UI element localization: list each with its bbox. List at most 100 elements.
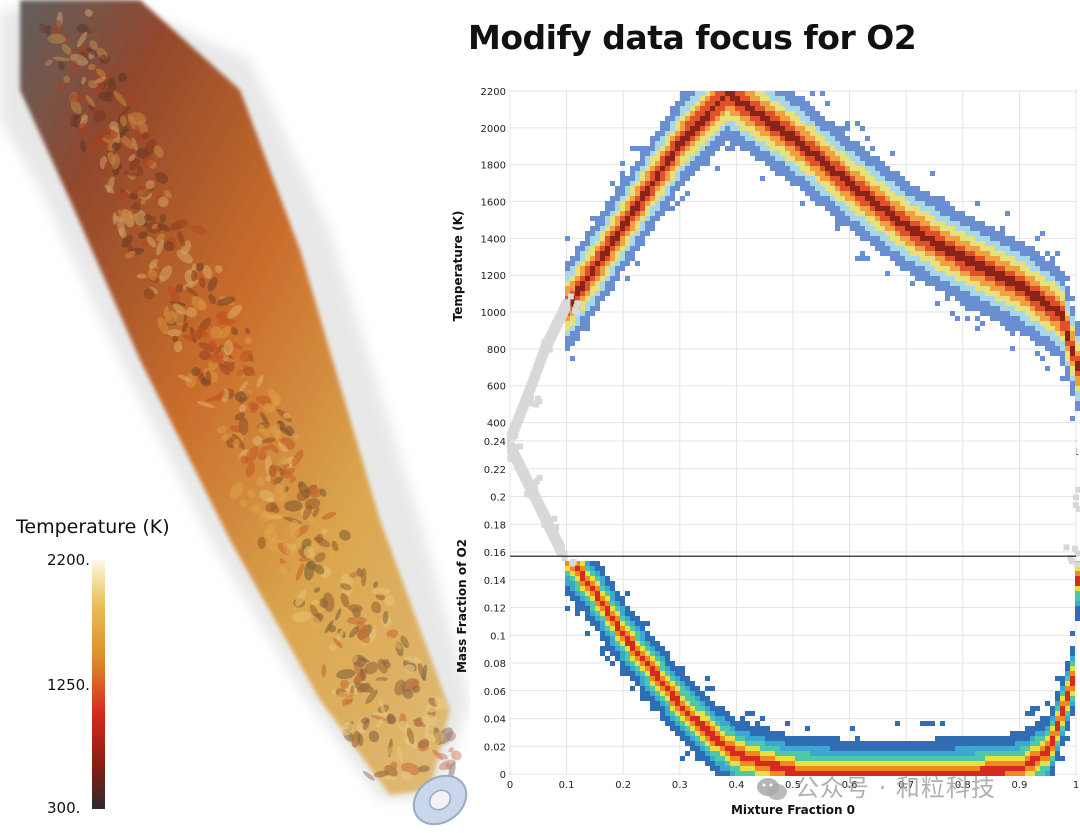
density-cell bbox=[745, 761, 750, 766]
density-cell bbox=[1040, 266, 1045, 271]
density-cell bbox=[960, 221, 965, 226]
density-cell bbox=[645, 161, 650, 166]
flame-texture-blob bbox=[199, 350, 211, 361]
density-cell bbox=[715, 106, 720, 111]
flame-texture-blob bbox=[229, 341, 244, 350]
density-cell bbox=[690, 91, 695, 96]
density-cell bbox=[610, 206, 615, 211]
density-cell bbox=[950, 761, 955, 766]
density-cell bbox=[680, 691, 685, 696]
density-cell bbox=[1055, 341, 1060, 346]
density-cell bbox=[1020, 281, 1025, 286]
density-cell bbox=[700, 111, 705, 116]
density-cell bbox=[900, 236, 905, 241]
density-cell bbox=[635, 626, 640, 631]
density-cell bbox=[1075, 336, 1080, 341]
density-cell bbox=[840, 211, 845, 216]
density-cell bbox=[875, 241, 880, 246]
density-cell bbox=[930, 276, 935, 281]
density-cell bbox=[1010, 736, 1015, 741]
density-cell bbox=[820, 151, 825, 156]
density-cell bbox=[890, 751, 895, 756]
density-cell bbox=[590, 601, 595, 606]
density-cell bbox=[755, 146, 760, 151]
density-cell bbox=[645, 176, 650, 181]
flame-texture-blob bbox=[433, 727, 442, 745]
density-cell bbox=[1060, 316, 1065, 321]
density-cell bbox=[755, 131, 760, 136]
density-cell bbox=[625, 226, 630, 231]
density-cell bbox=[965, 771, 970, 776]
density-cell bbox=[875, 741, 880, 746]
flame-texture-blob bbox=[57, 82, 67, 91]
density-cell bbox=[750, 736, 755, 741]
density-cell bbox=[665, 716, 670, 721]
density-cell bbox=[1035, 721, 1040, 726]
flame-texture-blob bbox=[310, 540, 320, 550]
density-cell bbox=[765, 141, 770, 146]
density-cell bbox=[1020, 311, 1025, 316]
density-cell bbox=[860, 226, 865, 231]
flame-texture-blob bbox=[159, 265, 173, 282]
density-cell bbox=[840, 191, 845, 196]
density-cell bbox=[1040, 311, 1045, 316]
density-cell bbox=[955, 771, 960, 776]
density-cell bbox=[610, 236, 615, 241]
density-cell bbox=[780, 171, 785, 176]
density-cell bbox=[970, 751, 975, 756]
density-cell bbox=[610, 221, 615, 226]
density-cell bbox=[800, 746, 805, 751]
density-cell bbox=[615, 621, 620, 626]
density-cell bbox=[720, 761, 725, 766]
density-cell bbox=[935, 266, 940, 271]
x-tick-label: 0.7 bbox=[898, 780, 914, 791]
density-cell bbox=[700, 691, 705, 696]
density-cell bbox=[565, 326, 570, 331]
density-cell bbox=[850, 761, 855, 766]
density-cell bbox=[1005, 281, 1010, 286]
density-cell bbox=[910, 771, 915, 776]
flame-texture-blob bbox=[176, 249, 193, 264]
flame-texture-blob bbox=[116, 121, 130, 132]
density-cell bbox=[655, 681, 660, 686]
flame-texture-blob bbox=[368, 755, 378, 774]
density-cell bbox=[775, 131, 780, 136]
density-cell bbox=[1020, 331, 1025, 336]
density-cell bbox=[750, 106, 755, 111]
density-cell bbox=[590, 291, 595, 296]
density-cell bbox=[1030, 766, 1035, 771]
flame-texture-blob bbox=[421, 664, 428, 681]
density-cell bbox=[675, 711, 680, 716]
density-cell bbox=[675, 161, 680, 166]
density-cell bbox=[775, 771, 780, 776]
density-cell bbox=[855, 196, 860, 201]
flame-texture-blob bbox=[96, 47, 108, 60]
density-cell bbox=[745, 121, 750, 126]
density-cell bbox=[615, 591, 620, 596]
density-cell bbox=[675, 676, 680, 681]
density-cell bbox=[1000, 246, 1005, 251]
density-cell bbox=[650, 651, 655, 656]
density-cell bbox=[600, 241, 605, 246]
density-cell bbox=[615, 196, 620, 201]
density-cell bbox=[780, 151, 785, 156]
density-cell bbox=[955, 246, 960, 251]
unfocused-cell bbox=[571, 307, 578, 314]
density-cell bbox=[805, 756, 810, 761]
density-cell bbox=[1060, 271, 1065, 276]
flame-texture-blob bbox=[129, 192, 138, 200]
density-cell bbox=[765, 766, 770, 771]
density-cell bbox=[930, 761, 935, 766]
density-cell bbox=[1075, 321, 1080, 326]
density-cell bbox=[725, 106, 730, 111]
density-cell bbox=[1070, 331, 1075, 336]
density-cell bbox=[795, 171, 800, 176]
flame-texture-blob bbox=[255, 395, 276, 406]
density-cell bbox=[915, 746, 920, 751]
density-cell bbox=[835, 756, 840, 761]
density-cell bbox=[840, 156, 845, 161]
density-cell bbox=[610, 641, 615, 646]
density-cell bbox=[570, 261, 575, 266]
density-cell bbox=[930, 271, 935, 276]
density-cell bbox=[760, 731, 765, 736]
